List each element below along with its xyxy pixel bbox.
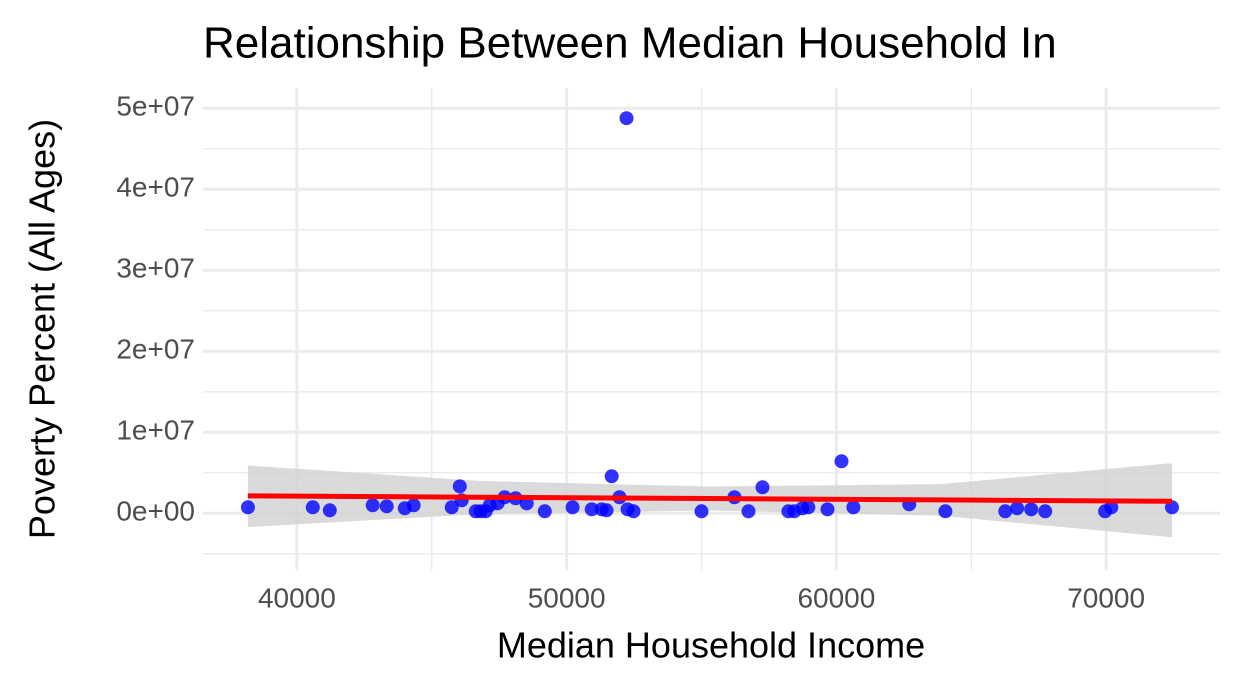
- y-tick-label: 2e+07: [116, 334, 195, 365]
- point: [755, 480, 770, 495]
- point: [565, 500, 580, 515]
- point: [452, 479, 467, 494]
- point: [1010, 501, 1025, 516]
- point: [444, 500, 459, 515]
- y-tick-label: 3e+07: [116, 253, 195, 284]
- x-tick-label: 70000: [1067, 582, 1145, 613]
- y-tick-label: 4e+07: [116, 172, 195, 203]
- y-axis-label: Poverty Percent (All Ages): [22, 119, 63, 539]
- point: [938, 504, 953, 519]
- point: [619, 111, 634, 126]
- point: [604, 469, 619, 484]
- point: [834, 454, 849, 469]
- point: [379, 499, 394, 514]
- point: [599, 503, 614, 518]
- point: [240, 500, 255, 515]
- y-tick-label: 0e+00: [116, 496, 195, 527]
- point: [1104, 500, 1119, 515]
- point: [820, 502, 835, 517]
- point: [846, 500, 861, 515]
- x-axis-label: Median Household Income: [497, 625, 925, 666]
- point: [305, 500, 320, 515]
- point: [801, 500, 816, 515]
- point: [1024, 502, 1039, 517]
- x-tick-label: 60000: [797, 582, 875, 613]
- point: [1038, 504, 1053, 519]
- point: [322, 503, 337, 518]
- point: [365, 498, 380, 513]
- point: [626, 504, 641, 519]
- point: [694, 504, 709, 519]
- point: [406, 498, 421, 513]
- x-tick-label: 40000: [258, 582, 336, 613]
- point: [1164, 500, 1179, 515]
- chart-title: Relationship Between Median Household In: [203, 19, 1057, 68]
- fit-line: [247, 493, 1172, 504]
- point: [537, 504, 552, 519]
- y-tick-label: 5e+07: [116, 91, 195, 122]
- point: [741, 504, 756, 519]
- x-tick-label: 50000: [528, 582, 606, 613]
- y-tick-label: 1e+07: [116, 415, 195, 446]
- point: [584, 502, 599, 517]
- point: [998, 504, 1013, 519]
